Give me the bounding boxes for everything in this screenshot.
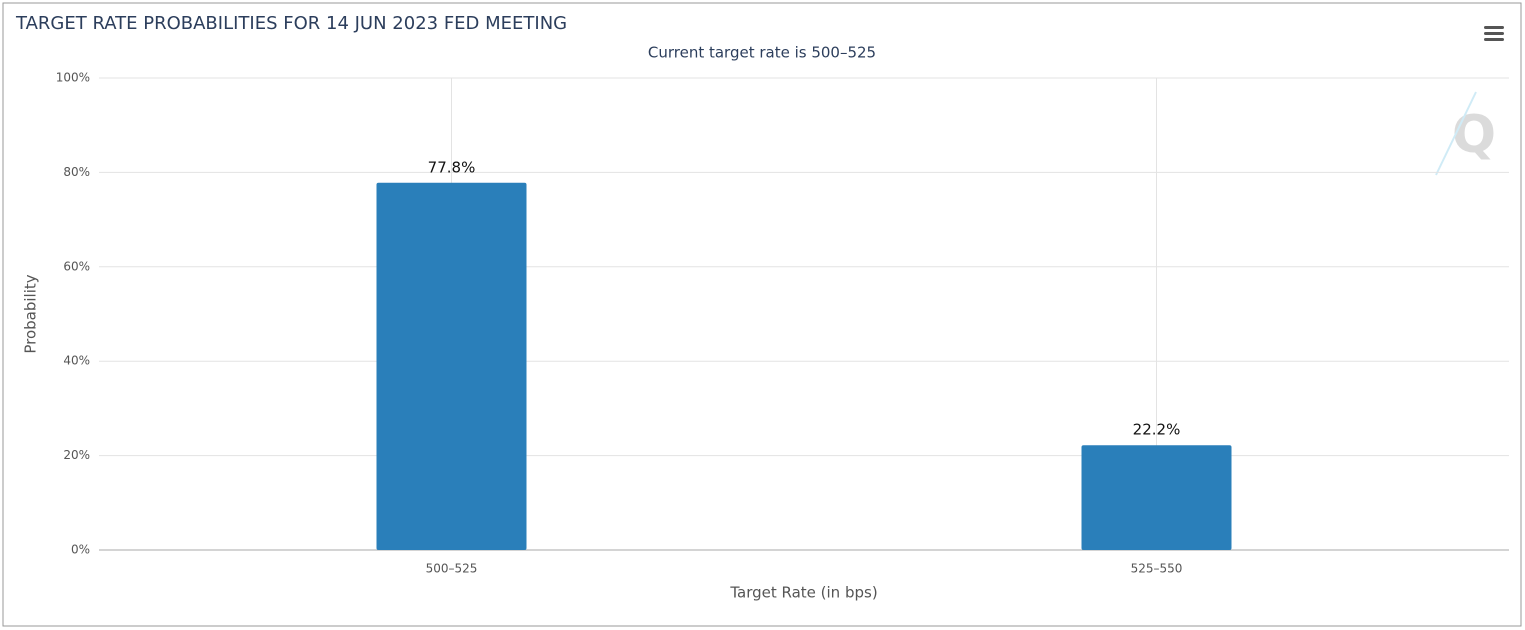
y-tick-label: 100% [56, 71, 90, 85]
logo-glyph: Q [1452, 105, 1496, 165]
bar [376, 182, 527, 550]
x-axis-title: Target Rate (in bps) [729, 584, 877, 602]
y-axis-title: Probability [22, 274, 40, 353]
y-tick-label: 60% [63, 259, 90, 273]
chart-title: TARGET RATE PROBABILITIES FOR 14 JUN 202… [15, 13, 567, 34]
menu-icon[interactable] [1484, 26, 1504, 41]
y-tick-label: 0% [71, 543, 90, 557]
x-tick-label: 525–550 [1131, 562, 1183, 576]
bar [1081, 445, 1232, 550]
y-tick-label: 40% [63, 354, 90, 368]
data-label: 77.8% [428, 158, 476, 176]
y-tick-label: 20% [63, 448, 90, 462]
y-tick-label: 80% [63, 165, 90, 179]
watermark-logo: Q [1435, 91, 1496, 176]
data-label: 22.2% [1133, 421, 1181, 439]
menu-bar [1484, 26, 1504, 29]
x-tick-label: 500–525 [426, 562, 478, 576]
menu-bar [1484, 32, 1504, 35]
logo-stroke [1435, 91, 1477, 176]
chart-subtitle: Current target rate is 500–525 [648, 44, 876, 62]
menu-bar [1484, 38, 1504, 41]
